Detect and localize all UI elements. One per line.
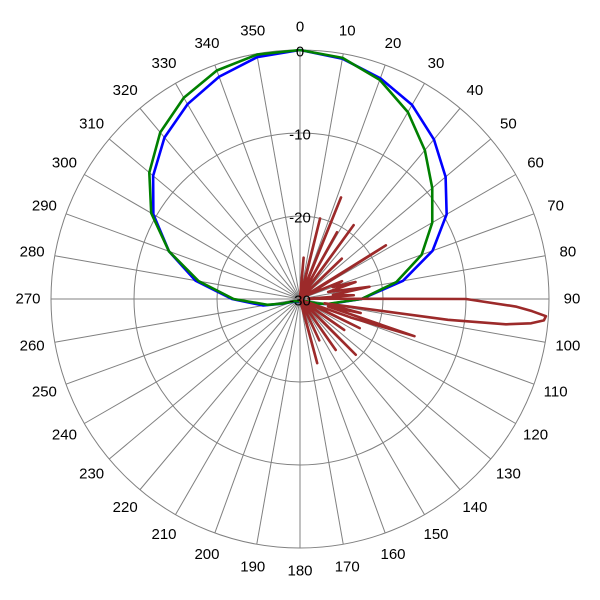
grid-spoke-50: [299, 138, 492, 300]
grid-spoke-330: [175, 83, 301, 300]
angle-tick-label: 290: [32, 197, 57, 214]
angle-tick-label: 60: [527, 155, 544, 172]
angle-tick-label: 50: [500, 116, 517, 133]
angle-tick-label: 160: [381, 546, 406, 563]
grid-spoke-350: [256, 53, 301, 300]
angle-tick-label: 0: [296, 19, 304, 36]
grid-spoke-210: [175, 298, 301, 515]
angle-tick-label: 260: [20, 338, 45, 355]
grid-spoke-280: [54, 255, 301, 300]
angle-tick-label: 320: [113, 82, 138, 99]
radial-tick-label: 0: [296, 44, 304, 61]
angle-tick-label: 170: [335, 558, 360, 575]
grid-spoke-340: [214, 64, 301, 300]
angle-tick-label: 80: [560, 243, 577, 260]
grid-spoke-10: [299, 53, 344, 300]
angle-tick-label: 280: [20, 243, 45, 260]
grid-spoke-150: [299, 298, 425, 515]
grid-spoke-230: [108, 298, 301, 460]
angle-tick-label: 100: [555, 338, 580, 355]
radial-tick-label: -30: [289, 293, 311, 310]
angle-tick-label: 210: [151, 526, 176, 543]
angle-tick-label: 310: [79, 116, 104, 133]
angle-tick-label: 70: [547, 197, 564, 214]
grid-spoke-170: [299, 298, 344, 545]
angle-tick-label: 350: [240, 23, 265, 40]
angle-tick-label: 10: [339, 23, 356, 40]
angle-tick-label: 40: [466, 82, 483, 99]
angle-tick-label: 220: [113, 499, 138, 516]
radial-tick-label: -20: [289, 210, 311, 227]
angle-tick-label: 150: [423, 526, 448, 543]
angle-tick-label: 30: [428, 55, 445, 72]
series-traces: [148, 48, 548, 365]
angle-tick-label: 180: [287, 563, 312, 580]
axis-labels: 0 10 20 30 40 50 60 70 80 90 100 110 120 130 140 150 160…: [15, 19, 580, 580]
series-trace-3: [298, 196, 548, 365]
angle-tick-label: 140: [462, 499, 487, 516]
grid-spoke-310: [108, 138, 301, 300]
grid-spoke-220: [139, 298, 301, 491]
angle-tick-label: 230: [79, 465, 104, 482]
angle-tick-label: 300: [52, 155, 77, 172]
grid-spoke-300: [84, 174, 301, 300]
grid-spoke-290: [65, 213, 301, 300]
angle-tick-label: 200: [194, 546, 219, 563]
angle-tick-label: 270: [15, 291, 40, 308]
angle-tick-label: 340: [194, 35, 219, 52]
angle-tick-label: 20: [385, 35, 402, 52]
radial-tick-label: -10: [289, 127, 311, 144]
grid-spoke-320: [139, 107, 301, 300]
grid-spoke-120: [299, 298, 516, 424]
grid-spoke-200: [214, 298, 301, 534]
angle-tick-label: 240: [52, 427, 77, 444]
grid-spoke-80: [299, 255, 546, 300]
grid-spoke-140: [299, 298, 461, 491]
angle-tick-label: 190: [240, 558, 265, 575]
grid-spoke-260: [54, 298, 301, 343]
grid-spoke-190: [256, 298, 301, 545]
grid-spoke-130: [299, 298, 492, 460]
grid-spoke-240: [84, 298, 301, 424]
angle-tick-label: 120: [523, 427, 548, 444]
angle-tick-label: 90: [564, 291, 581, 308]
grid-spoke-250: [65, 298, 301, 385]
angle-tick-label: 330: [151, 55, 176, 72]
angle-tick-label: 130: [496, 465, 521, 482]
grid-spoke-160: [299, 298, 386, 534]
angle-tick-label: 250: [32, 384, 57, 401]
angle-tick-label: 110: [544, 384, 568, 401]
